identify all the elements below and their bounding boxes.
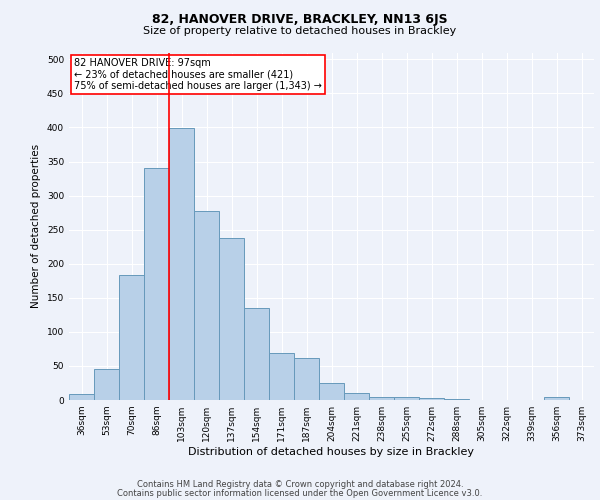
- Bar: [344, 392, 369, 400]
- Text: Size of property relative to detached houses in Brackley: Size of property relative to detached ho…: [143, 26, 457, 36]
- Bar: [294, 358, 319, 400]
- Text: Contains HM Land Registry data © Crown copyright and database right 2024.: Contains HM Land Registry data © Crown c…: [137, 480, 463, 489]
- Bar: [194, 210, 219, 400]
- Text: 82 HANOVER DRIVE: 97sqm
← 23% of detached houses are smaller (421)
75% of semi-d: 82 HANOVER DRIVE: 97sqm ← 23% of detache…: [74, 58, 322, 91]
- Bar: [169, 128, 194, 400]
- Bar: [444, 398, 469, 400]
- Bar: [394, 398, 419, 400]
- Bar: [144, 168, 169, 400]
- Bar: [269, 353, 294, 400]
- Bar: [119, 276, 144, 400]
- Bar: [69, 394, 94, 400]
- Bar: [244, 308, 269, 400]
- Text: Contains public sector information licensed under the Open Government Licence v3: Contains public sector information licen…: [118, 489, 482, 498]
- Bar: [369, 396, 394, 400]
- Bar: [219, 238, 244, 400]
- Bar: [94, 368, 119, 400]
- X-axis label: Distribution of detached houses by size in Brackley: Distribution of detached houses by size …: [188, 447, 475, 457]
- Bar: [544, 396, 569, 400]
- Text: 82, HANOVER DRIVE, BRACKLEY, NN13 6JS: 82, HANOVER DRIVE, BRACKLEY, NN13 6JS: [152, 12, 448, 26]
- Bar: [419, 398, 444, 400]
- Y-axis label: Number of detached properties: Number of detached properties: [31, 144, 41, 308]
- Bar: [319, 383, 344, 400]
